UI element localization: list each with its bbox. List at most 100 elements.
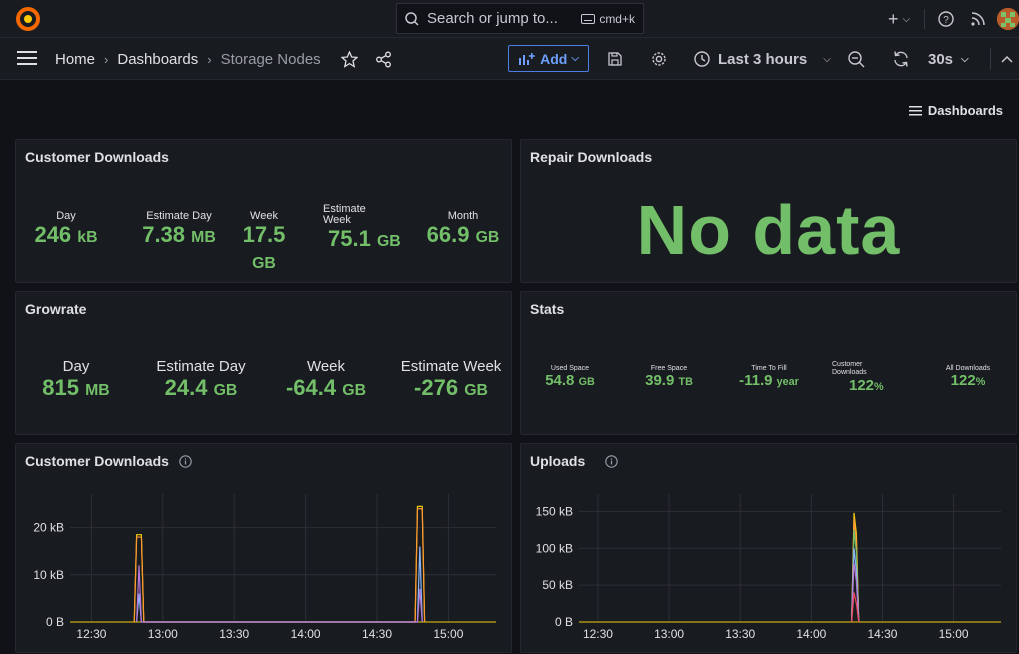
- divider: [990, 48, 991, 70]
- dashboards-link-label: Dashboards: [927, 103, 1003, 118]
- menu-icon[interactable]: [17, 50, 37, 66]
- stat-label: Customer Downloads: [832, 361, 867, 376]
- stat-label: Free Space: [650, 365, 688, 372]
- stat-label: Month: [447, 210, 479, 222]
- breadcrumb-current: Storage Nodes: [220, 50, 321, 68]
- search-input[interactable]: Search or jump to... cmd+k: [396, 3, 644, 34]
- add-button[interactable]: Add ⌵: [508, 45, 589, 72]
- panel-title: Stats: [530, 301, 565, 317]
- dashboards-link[interactable]: Dashboards: [908, 103, 1003, 118]
- stat-label: Day: [56, 210, 76, 222]
- series-line: [133, 508, 426, 623]
- stat-label: Week: [250, 210, 278, 222]
- breadcrumb-dashboards[interactable]: Dashboards: [117, 50, 199, 68]
- stat-value: 54.8 GB: [545, 372, 595, 389]
- stat-value: -276 GB: [414, 375, 488, 400]
- search-placeholder: Search or jump to...: [427, 10, 558, 27]
- stat-all-downloads: All Downloads 122%: [933, 365, 1003, 389]
- y-tick-label: 0 B: [555, 615, 573, 629]
- topbar-actions: + ⌵ ?: [882, 0, 1019, 38]
- collapse-icon[interactable]: [1001, 54, 1013, 64]
- info-icon[interactable]: [605, 454, 618, 468]
- star-icon[interactable]: [341, 51, 358, 68]
- refresh-interval-picker[interactable]: 30s ⌵: [928, 38, 969, 80]
- stat-label: Time To Fill: [751, 365, 787, 372]
- stat-value: 7.38 MB: [142, 222, 216, 247]
- y-tick-label: 150 kB: [536, 504, 573, 518]
- series-line: [136, 565, 423, 623]
- share-icon[interactable]: [375, 51, 392, 68]
- customer-downloads-stat-panel: Customer Downloads Day 246 kB Estimate D…: [15, 139, 512, 283]
- stat-value: 17.5 GB: [242, 222, 286, 272]
- stat-estimate-day: Estimate Day 24.4 GB: [146, 358, 256, 401]
- svg-text:?: ?: [943, 15, 949, 26]
- stats-panel: Stats Used Space 54.8 GB Free Space 39.9…: [520, 291, 1017, 435]
- breadcrumb-home[interactable]: Home: [55, 50, 96, 68]
- y-tick-label: 100 kB: [536, 541, 573, 555]
- shortcut-hint: cmd+k: [581, 12, 635, 26]
- stat-day: Day 246 kB: [31, 210, 101, 248]
- stat-value: 24.4 GB: [164, 375, 238, 400]
- x-tick-label: 13:00: [654, 627, 684, 641]
- stat-value: 75.1 GB: [328, 226, 401, 251]
- panel-title: Uploads: [530, 453, 586, 469]
- save-icon[interactable]: [607, 51, 623, 67]
- stat-value: 246 kB: [34, 222, 98, 247]
- stat-month: Month 66.9 GB: [423, 210, 503, 248]
- add-button-label: Add: [540, 50, 568, 67]
- x-tick-label: 14:00: [291, 627, 321, 641]
- refresh-icon[interactable]: [892, 50, 910, 68]
- x-tick-label: 12:30: [76, 627, 106, 641]
- refresh-interval-label: 30s: [928, 50, 954, 68]
- x-tick-label: 15:00: [433, 627, 463, 641]
- stat-value: -11.9 year: [739, 372, 799, 389]
- time-range-picker[interactable]: Last 3 hours ⌵: [694, 38, 831, 80]
- panel-title-row: Uploads: [530, 453, 618, 469]
- shortcut-label: cmd+k: [599, 11, 635, 26]
- stat-value: 122%: [849, 377, 884, 394]
- help-icon[interactable]: ?: [933, 11, 959, 27]
- panel-title: Customer Downloads: [25, 453, 169, 469]
- user-avatar[interactable]: [997, 8, 1019, 30]
- stat-value: -64.4 GB: [285, 375, 367, 400]
- stat-label: Estimate Day: [156, 358, 246, 375]
- stat-label: Week: [306, 358, 346, 375]
- no-data-message: No data: [636, 191, 901, 269]
- stat-label: Used Space: [550, 365, 590, 372]
- keyboard-icon: [581, 13, 596, 24]
- chevron-down-icon: ⌵: [571, 53, 579, 64]
- stat-label: Day: [62, 358, 90, 375]
- stat-estimate-day: Estimate Day 7.38 MB: [124, 210, 234, 248]
- top-bar: Search or jump to... cmd+k + ⌵ ?: [0, 0, 1019, 38]
- breadcrumb: Home › Dashboards › Storage Nodes: [55, 38, 321, 80]
- new-menu-button[interactable]: + ⌵: [887, 8, 911, 29]
- stat-free-space: Free Space 39.9 TB: [634, 365, 704, 389]
- panel-title: Customer Downloads: [25, 149, 169, 165]
- stat-time-to-fill: Time To Fill -11.9 year: [729, 365, 809, 389]
- x-tick-label: 14:00: [796, 627, 826, 641]
- stat-used-space: Used Space 54.8 GB: [535, 365, 605, 389]
- y-tick-label: 0 B: [46, 615, 64, 629]
- x-tick-label: 14:30: [867, 627, 897, 641]
- gear-icon[interactable]: [650, 50, 668, 68]
- x-tick-label: 15:00: [939, 627, 969, 641]
- stat-value: 66.9 GB: [426, 222, 500, 247]
- stat-label: Estimate Day: [146, 210, 212, 222]
- stat-value: 122%: [950, 372, 986, 389]
- time-range-label: Last 3 hours: [718, 50, 808, 68]
- chevron-down-icon: ⌵: [961, 53, 969, 65]
- uploads-graph-panel: Uploads 0 B 50 kB 100 kB 150 kB 12:30 13:00 13…: [520, 443, 1017, 653]
- info-icon[interactable]: [179, 454, 192, 468]
- grafana-logo-icon[interactable]: [15, 6, 41, 32]
- chevron-right-icon: ›: [207, 51, 212, 67]
- add-panel-icon: [519, 52, 535, 65]
- y-tick-label: 10 kB: [33, 568, 64, 582]
- stat-customer-downloads: Customer Downloads 122%: [832, 361, 902, 394]
- panel-title-row: Customer Downloads: [25, 453, 192, 469]
- stat-value: 815 MB: [42, 375, 110, 400]
- news-feed-icon[interactable]: [959, 11, 997, 27]
- uploads-chart: 0 B 50 kB 100 kB 150 kB 12:30 13:00 13:30 14:00…: [536, 494, 1001, 641]
- y-tick-label: 20 kB: [33, 521, 64, 535]
- zoom-out-icon[interactable]: [848, 51, 865, 68]
- stat-label: Estimate Week: [400, 358, 502, 375]
